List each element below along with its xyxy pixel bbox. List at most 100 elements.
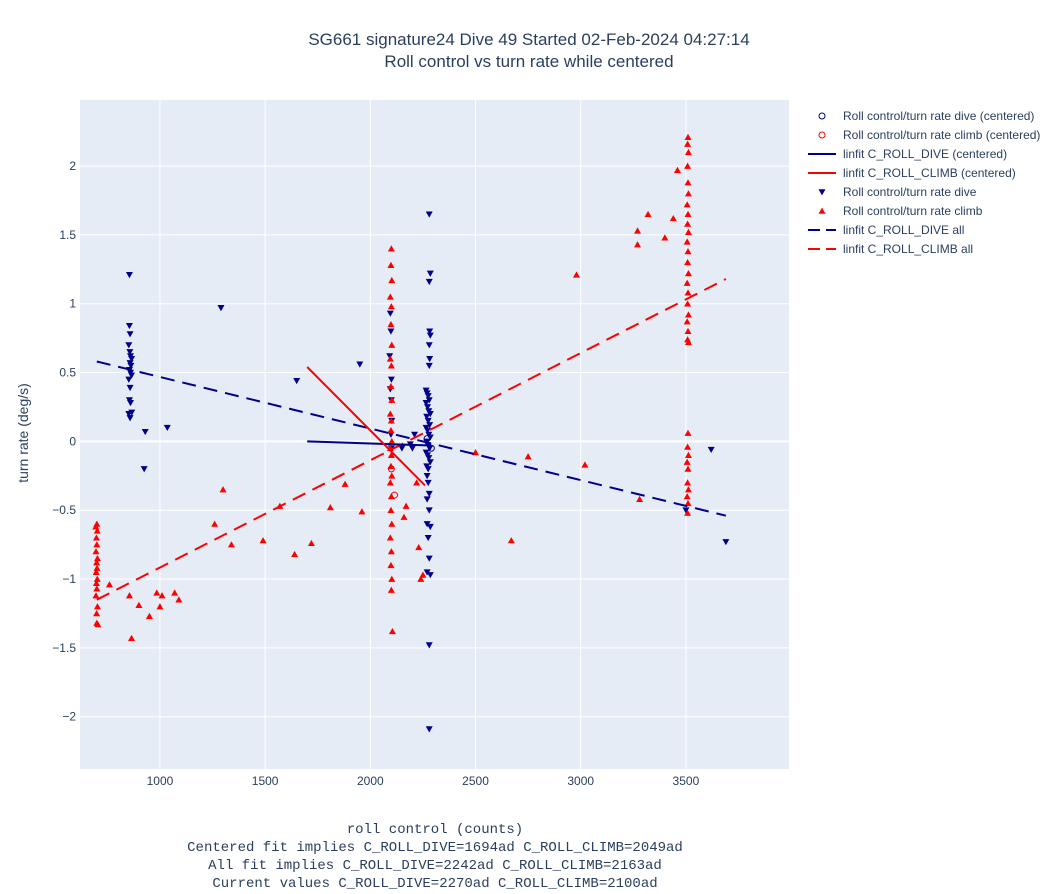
data-point (227, 541, 235, 548)
y-tick-label: 0.5 (59, 366, 76, 380)
legend-item[interactable]: Roll control/turn rate dive (806, 182, 1056, 201)
legend-item[interactable]: linfit C_ROLL_DIVE (centered) (806, 144, 1056, 163)
data-point (127, 362, 135, 370)
data-point (358, 508, 366, 515)
data-point (424, 404, 432, 411)
data-point (424, 427, 432, 434)
data-point (684, 162, 692, 169)
data-point (426, 411, 434, 418)
data-point (661, 234, 669, 241)
data-point (388, 472, 396, 479)
chart-title: SG661 signature24 Dive 49 Started 02-Feb… (308, 30, 750, 49)
data-point (684, 338, 692, 346)
x-axis-title: roll control (counts) (346, 822, 524, 838)
data-point (684, 190, 692, 197)
data-point (93, 541, 101, 548)
legend-swatch-icon (808, 171, 836, 174)
caption-line-current: Current values C_ROLL_DIVE=2270ad C_ROLL… (212, 876, 658, 892)
data-point (125, 272, 133, 279)
data-point (417, 575, 425, 582)
data-point (419, 571, 427, 578)
legend-item[interactable]: Roll control/turn rate climb (806, 201, 1056, 220)
y-tick-label: −1 (62, 572, 76, 586)
legend-marker (818, 207, 826, 214)
data-point (126, 384, 134, 392)
data-point (415, 543, 423, 551)
y-axis-title: turn rate (deg/s) (15, 383, 31, 483)
data-point (634, 227, 642, 234)
data-point (93, 527, 101, 534)
data-point (126, 400, 134, 407)
data-point (425, 726, 433, 733)
data-point (93, 559, 101, 566)
data-point (387, 320, 395, 328)
legend-swatch-icon (818, 188, 826, 195)
data-point (386, 293, 394, 300)
legend-marker (818, 131, 826, 138)
data-point (105, 581, 113, 588)
data-point (387, 462, 395, 469)
data-point (217, 305, 225, 312)
data-point (388, 575, 396, 582)
data-point (684, 465, 692, 472)
data-point (126, 349, 134, 356)
data-point (386, 353, 394, 360)
data-point (425, 455, 433, 462)
legend-label: Roll control/turn rate dive (centered) (843, 108, 1035, 123)
data-point (424, 417, 432, 425)
fit-line (96, 360, 727, 517)
x-tick-label: 3000 (567, 774, 594, 788)
data-point (293, 378, 301, 385)
data-point (400, 513, 408, 520)
data-point (92, 548, 100, 555)
data-point (93, 603, 101, 610)
data-point (211, 520, 219, 527)
data-point (398, 445, 406, 452)
data-point (388, 627, 396, 635)
data-point (135, 601, 143, 608)
data-point (386, 479, 394, 486)
data-point (684, 479, 692, 486)
legend-swatch-icon (818, 131, 826, 138)
data-point (93, 554, 101, 562)
data-point (684, 300, 692, 307)
data-point (425, 555, 433, 562)
legend-swatch-icon (818, 112, 826, 119)
data-point (411, 431, 419, 438)
legend-item[interactable]: linfit C_ROLL_CLIMB all (806, 239, 1056, 258)
data-point (145, 612, 153, 620)
data-point (669, 214, 677, 222)
data-point (92, 579, 100, 586)
data-point (423, 472, 431, 480)
plot-area (80, 100, 789, 769)
data-point (684, 327, 692, 335)
data-point (92, 592, 100, 599)
legend-item[interactable]: linfit C_ROLL_CLIMB (centered) (806, 163, 1056, 182)
data-point (219, 486, 227, 493)
legend-item[interactable]: Roll control/turn rate dive (centered) (806, 106, 1056, 125)
data-point (683, 238, 691, 245)
data-point (722, 539, 730, 546)
data-point (684, 248, 692, 255)
legend-swatch-icon (808, 247, 836, 250)
fit-line (96, 278, 727, 601)
data-point (472, 448, 480, 456)
data-point (140, 466, 148, 473)
caption-line-all: All fit implies C_ROLL_DIVE=2242ad C_ROL… (208, 858, 662, 874)
data-point (326, 504, 334, 511)
data-point (387, 561, 395, 569)
plot-marks (92, 133, 730, 733)
data-point (387, 382, 395, 390)
data-point (171, 589, 179, 596)
legend-item[interactable]: Roll control/turn rate climb (centered) (806, 125, 1056, 144)
data-point (388, 396, 396, 403)
data-point (413, 479, 421, 486)
legend-item[interactable]: linfit C_ROLL_DIVE all (806, 220, 1056, 239)
data-point (158, 592, 166, 599)
legend-label: linfit C_ROLL_CLIMB (centered) (843, 165, 1016, 180)
data-point (684, 220, 692, 227)
fit-line (307, 440, 432, 447)
data-point (422, 400, 430, 407)
data-point (387, 548, 395, 555)
